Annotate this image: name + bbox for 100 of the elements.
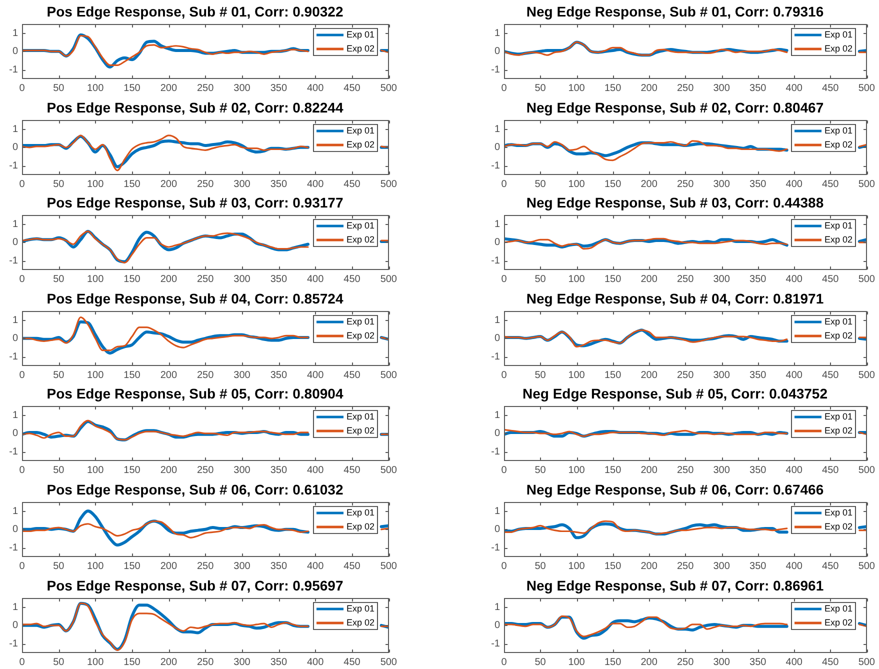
y-tick-label: 1	[12, 506, 18, 517]
chart-title: Neg Edge Response, Sub # 03, Corr: 0.44388	[526, 194, 824, 210]
x-tick-label: 500	[858, 178, 876, 190]
x-tick-label: 0	[501, 560, 508, 572]
x-tick-label: 150	[124, 656, 141, 668]
x-tick-label: 300	[234, 464, 251, 476]
y-tick-label: -1	[491, 352, 500, 363]
y-tick-label: -1	[9, 256, 18, 267]
x-tick-label: 450	[822, 178, 840, 190]
x-tick-label: 150	[604, 274, 622, 285]
legend-label: Exp 02	[824, 425, 853, 436]
x-tick-label: 100	[86, 370, 104, 381]
chart-title: Pos Edge Response, Sub # 05, Corr: 0.80904	[46, 385, 344, 402]
legend-label: Exp 02	[824, 139, 853, 150]
y-tick-label: 0	[494, 46, 500, 58]
x-tick-label: 100	[568, 560, 586, 572]
x-tick-label: 200	[640, 82, 658, 94]
y-tick-label: 0	[12, 237, 18, 248]
x-tick-label: 200	[160, 560, 178, 572]
y-tick-label: 0	[12, 428, 18, 440]
x-tick-label: 350	[270, 370, 288, 381]
x-tick-label: 200	[640, 656, 658, 668]
x-tick-label: 350	[750, 274, 767, 285]
x-tick-label: 400	[786, 274, 803, 285]
x-tick-label: 250	[676, 178, 694, 190]
x-tick-label: 500	[858, 274, 876, 285]
y-tick-label: 0	[494, 620, 500, 632]
series-label: Exp 01	[824, 603, 853, 614]
x-tick-label: 500	[380, 464, 398, 476]
x-tick-label: 400	[786, 178, 803, 190]
x-tick-label: 100	[568, 370, 586, 381]
x-tick-label: 50	[53, 656, 65, 668]
legend-label: Exp 01	[824, 220, 853, 230]
x-tick-label: 100	[86, 82, 104, 94]
x-tick-label: 350	[270, 274, 288, 285]
x-tick-label: 100	[568, 178, 586, 190]
x-tick-label: 0	[19, 274, 26, 285]
x-tick-label: 300	[713, 464, 730, 476]
x-tick-label: 0	[19, 560, 26, 572]
x-tick-label: 300	[713, 560, 730, 572]
y-tick-label: 0	[12, 142, 18, 154]
x-tick-label: 50	[534, 274, 546, 285]
x-tick-label: 50	[53, 370, 65, 381]
y-tick-label: 1	[494, 28, 500, 39]
x-tick-label: 400	[306, 370, 324, 381]
x-tick-label: 500	[380, 178, 398, 190]
x-tick-label: 250	[676, 274, 694, 285]
x-tick-label: 100	[86, 178, 104, 190]
chart-title: Neg Edge Response, Sub # 07, Corr: 0.86961	[526, 577, 824, 594]
chart-title: Pos Edge Response, Sub # 02, Corr: 0.82244	[46, 99, 344, 116]
x-tick-label: 350	[750, 656, 767, 668]
x-tick-label: 450	[344, 178, 361, 190]
x-tick-label: 200	[640, 370, 658, 381]
x-tick-label: 300	[713, 274, 730, 285]
x-tick-label: 300	[713, 82, 730, 94]
x-tick-label: 50	[534, 560, 546, 572]
x-tick-label: 150	[124, 370, 141, 381]
legend-label: Exp 02	[346, 425, 375, 436]
x-tick-label: 400	[786, 82, 803, 94]
x-tick-label: 250	[676, 656, 694, 668]
legend-label: Exp 01	[346, 411, 375, 422]
x-tick-label: 200	[640, 274, 658, 285]
legend-label: Exp 01	[346, 507, 375, 518]
chart-title: Pos Edge Response, Sub # 03, Corr: 0.93177	[46, 194, 344, 210]
x-tick-label: 300	[234, 656, 251, 668]
chart-title: Pos Edge Response, Sub # 04, Corr: 0.85724	[46, 290, 344, 306]
y-tick-label: -1	[9, 160, 18, 172]
x-tick-label: 450	[344, 370, 361, 381]
x-tick-label: 50	[53, 82, 65, 94]
x-tick-label: 250	[196, 370, 214, 381]
legend-label: Exp 02	[346, 139, 375, 150]
x-tick-label: 250	[196, 560, 214, 572]
x-tick-label: 100	[86, 274, 104, 285]
y-tick-label: -1	[9, 352, 18, 363]
chart-title: Neg Edge Response, Sub # 05, Corr: 0.043752	[522, 385, 828, 402]
chart-title: Pos Edge Response, Sub # 07, Corr: 0.95697	[46, 577, 344, 594]
x-tick-label: 450	[344, 464, 361, 476]
y-tick-label: -1	[9, 542, 18, 554]
series-label: Exp 02	[346, 330, 375, 340]
x-tick-label: 450	[822, 274, 840, 285]
x-tick-label: 100	[568, 464, 586, 476]
y-tick-label: -1	[491, 256, 500, 267]
x-tick-label: 400	[306, 82, 324, 94]
y-tick-label: 1	[12, 218, 18, 230]
x-tick-label: 500	[858, 656, 876, 668]
x-tick-label: 200	[160, 464, 178, 476]
x-tick-label: 450	[822, 370, 840, 381]
x-tick-label: 200	[640, 560, 658, 572]
x-tick-label: 50	[534, 178, 546, 190]
x-tick-label: 50	[534, 656, 546, 668]
y-tick-label: 0	[494, 142, 500, 154]
x-tick-label: 500	[380, 82, 398, 94]
legend-label: Exp 01	[824, 316, 853, 326]
x-tick-label: 150	[124, 560, 141, 572]
y-tick-label: 1	[12, 410, 18, 421]
x-tick-label: 400	[786, 370, 803, 381]
x-tick-label: 100	[568, 82, 586, 94]
x-tick-label: 250	[196, 82, 214, 94]
y-tick-label: 1	[12, 124, 18, 135]
x-tick-label: 0	[19, 464, 26, 476]
